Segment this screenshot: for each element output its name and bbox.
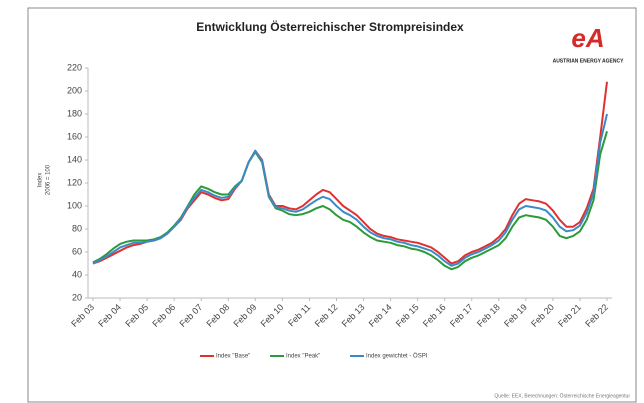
y-tick-label: 200 bbox=[67, 85, 82, 95]
legend-label: Index "Base" bbox=[216, 354, 250, 360]
y-tick-label: 160 bbox=[67, 131, 82, 141]
y-tick-label: 60 bbox=[72, 246, 82, 256]
chart-frame bbox=[27, 7, 637, 403]
y-tick-label: 180 bbox=[67, 108, 82, 118]
y-tick-label: 140 bbox=[67, 154, 82, 164]
y-tick-label: 120 bbox=[67, 177, 82, 187]
logo-text: AUSTRIAN ENERGY AGENCY bbox=[553, 58, 625, 64]
legend-label: Index gewichtet - ÖSPI bbox=[366, 353, 428, 360]
y-tick-label: 220 bbox=[67, 62, 82, 72]
y-axis-label: 2006 = 100 bbox=[46, 164, 52, 195]
y-axis-label: Index bbox=[38, 173, 44, 188]
y-tick-label: 20 bbox=[72, 292, 82, 302]
y-tick-label: 40 bbox=[72, 269, 82, 279]
chart-title: Entwicklung Österreichischer Strompreisi… bbox=[196, 19, 464, 34]
y-tick-label: 80 bbox=[72, 223, 82, 233]
source-note: Quelle: EEX, Berechnungen: Österreichisc… bbox=[494, 392, 630, 399]
y-tick-label: 100 bbox=[67, 200, 82, 210]
series-line bbox=[92, 113, 608, 267]
legend-label: Index "Peak" bbox=[286, 354, 320, 360]
logo-mark: eA bbox=[571, 23, 604, 53]
